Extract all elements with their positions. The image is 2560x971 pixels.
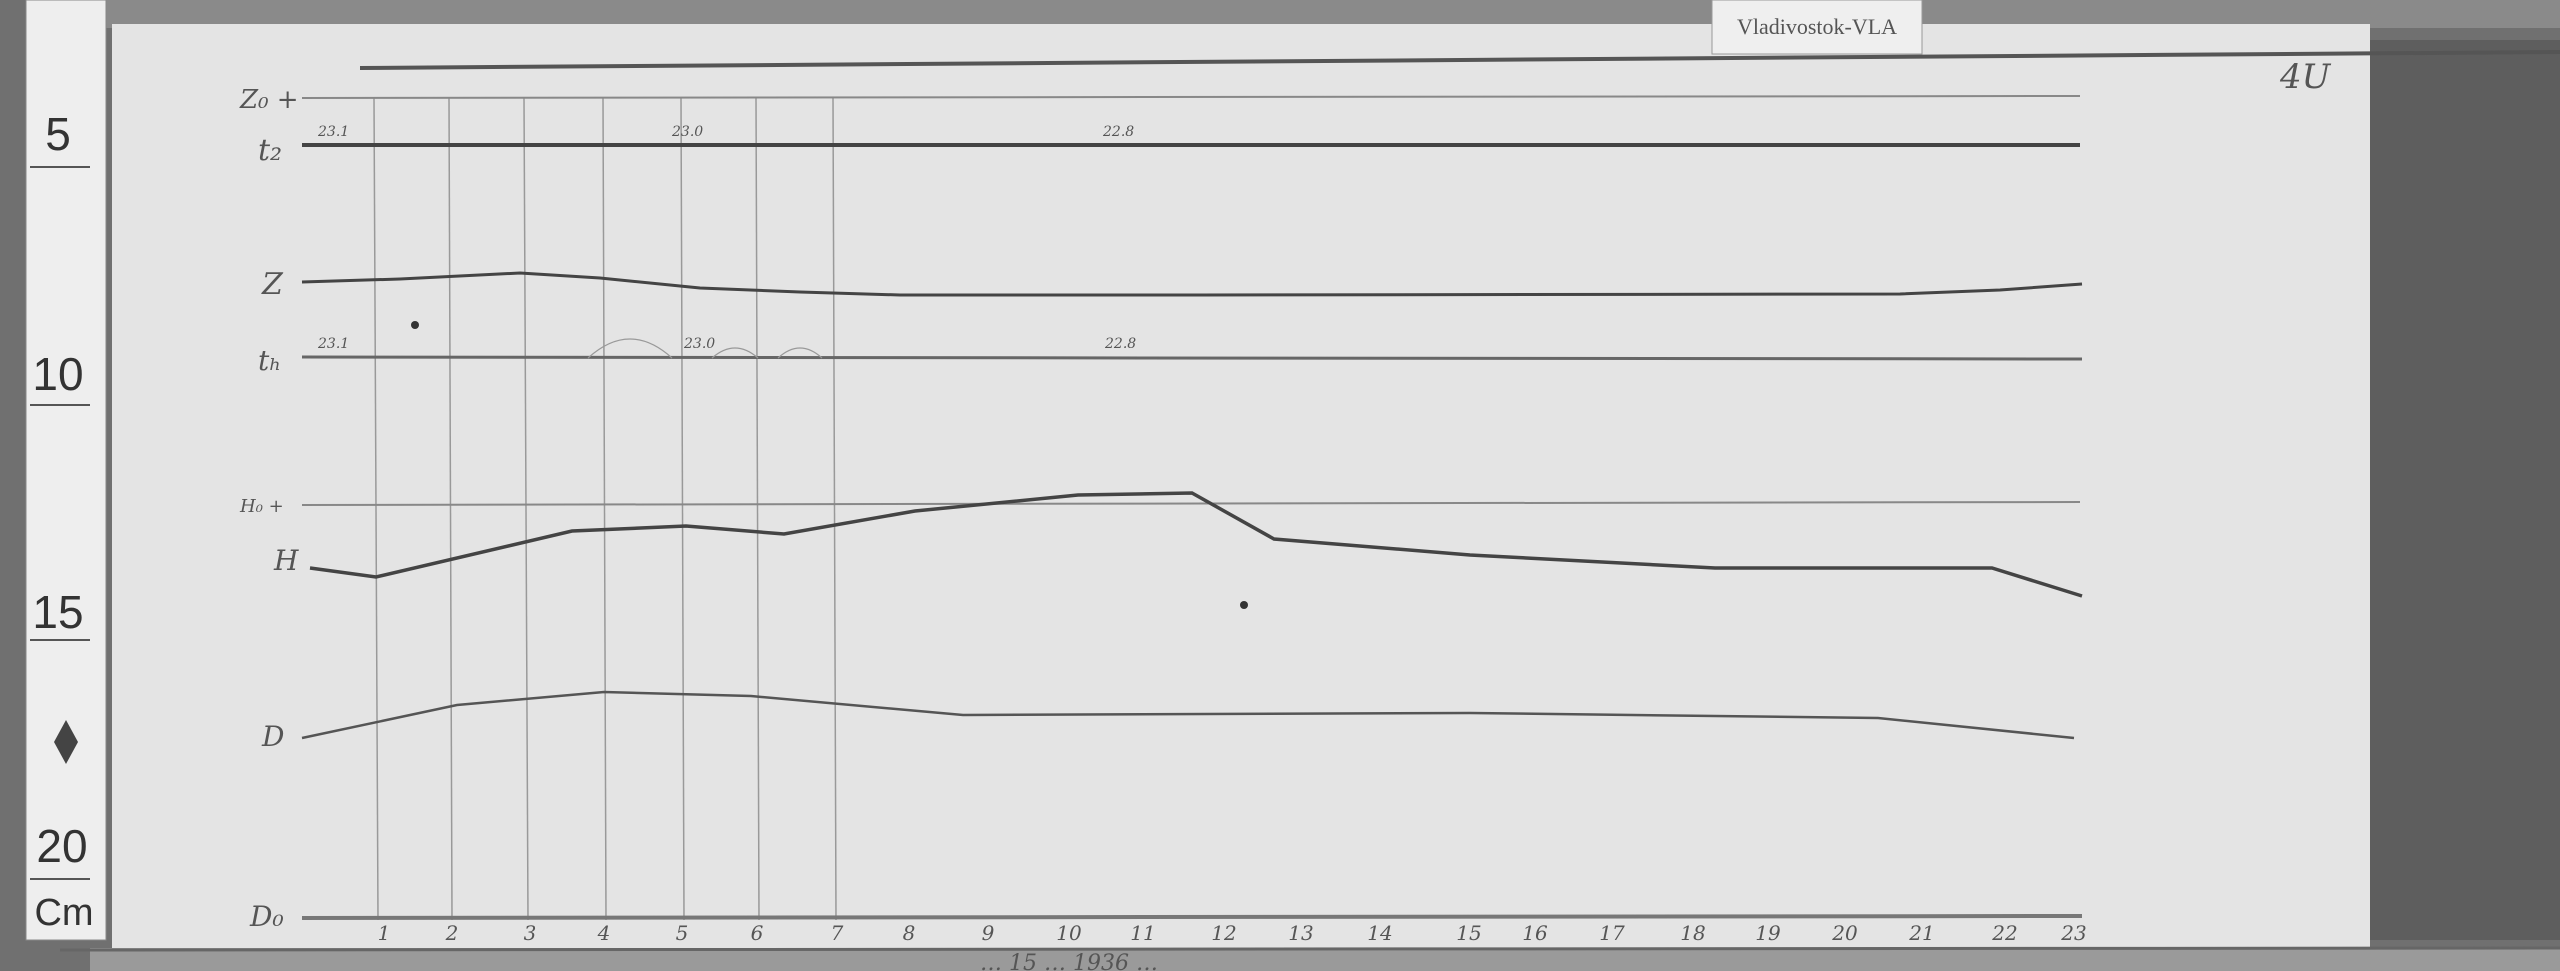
hour-label: 13 (1288, 921, 1313, 945)
ruler-unit: Cm (34, 892, 93, 934)
d-trace (301, 690, 2075, 740)
hour-label: 1 (378, 921, 391, 945)
hour-label: 15 (1456, 921, 1481, 945)
hour-label: 19 (1755, 921, 1781, 945)
hour-label: 14 (1367, 921, 1392, 945)
label-h: H (273, 544, 299, 577)
th-temp-start: 23.1 (317, 336, 349, 352)
label-th: tₕ (258, 344, 281, 377)
z0-baseline (301, 95, 2081, 99)
hour-label: 12 (1211, 921, 1236, 945)
hour-label: 9 (982, 921, 995, 945)
label-d: D (261, 720, 284, 753)
top-strip (100, 0, 2560, 28)
h0-baseline (301, 501, 2081, 506)
ink-spot (1240, 601, 1248, 609)
station-label: Vladivostok-VLA (1737, 14, 1897, 39)
hour-label: 7 (831, 921, 844, 945)
ruler-marker-icon (54, 720, 78, 764)
hour-label: 4 (597, 921, 611, 945)
hour-axis: 1 2 3 4 5 6 7 8 9 10 11 12 13 14 15 16 17 18 19 20 21 22 23 (378, 921, 2087, 945)
th-temp-end: 22.8 (1104, 336, 1136, 352)
ink-spot (411, 321, 419, 329)
ruler (25, 0, 107, 941)
th-annotation-arcs (587, 338, 823, 359)
ruler-mark-20: 20 (36, 820, 87, 872)
footer-note: … 15 … 1936 … (980, 951, 1158, 971)
t2-temp-mid: 23.0 (671, 124, 703, 140)
th-temp-mid: 23.0 (683, 336, 715, 352)
hour-label: 16 (1522, 921, 1548, 945)
ruler-dividers (30, 166, 90, 880)
ruler-mark-10: 10 (32, 348, 83, 400)
hour-label: 2 (445, 921, 459, 945)
th-temperature-line (301, 355, 2083, 361)
hour-label: 3 (524, 921, 537, 945)
label-h0: H₀ + (239, 496, 284, 517)
sheet-number: 4U (2279, 57, 2332, 97)
wood-panel (2370, 40, 2560, 940)
hour-label: 6 (751, 921, 764, 945)
z-trace (301, 271, 2083, 297)
t2-temp-start: 23.1 (317, 124, 349, 140)
hour-label: 20 (1831, 921, 1858, 945)
hour-label: 21 (1908, 921, 1934, 945)
label-z0: Z₀ + (239, 85, 299, 115)
hour-label: 18 (1680, 921, 1705, 945)
ruler-mark-5: 5 (45, 108, 71, 160)
label-t2: t₂ (258, 133, 282, 168)
hour-grid (373, 97, 837, 921)
t2-temp-end: 22.8 (1102, 124, 1134, 140)
hour-label: 8 (903, 921, 916, 945)
hour-label: 23 (2060, 921, 2086, 945)
h-trace (309, 491, 2083, 598)
hour-label: 5 (676, 921, 689, 945)
hour-label: 17 (1599, 921, 1625, 945)
ruler-mark-15: 15 (32, 586, 83, 638)
d0-baseline (301, 914, 2083, 920)
hour-label: 11 (1130, 921, 1155, 945)
label-z: Z (261, 267, 284, 302)
bottom-strip (90, 948, 2560, 971)
glass-edge (359, 50, 2560, 70)
label-d0: D₀ (249, 900, 284, 933)
hour-label: 22 (1991, 921, 2017, 945)
station-label-card (1711, 0, 1923, 55)
bottom-edge (59, 946, 2560, 952)
hour-label: 10 (1056, 921, 1082, 945)
paper-sheet (112, 24, 2370, 949)
